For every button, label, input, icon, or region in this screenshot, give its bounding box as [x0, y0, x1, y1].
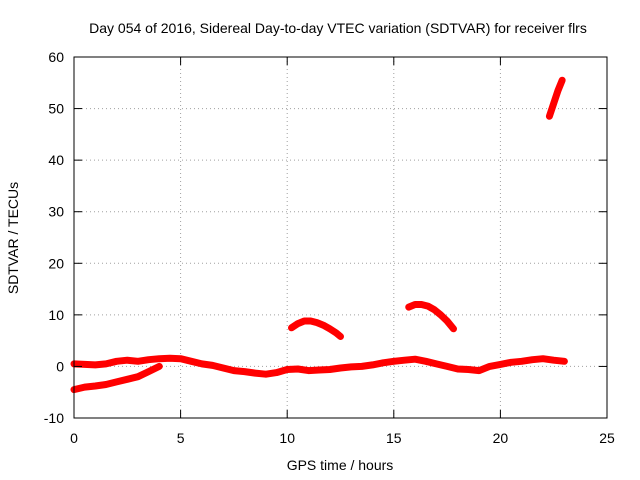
y-tick-label: 60	[48, 49, 64, 65]
x-axis-ticks: 0 5 10 15 20 25	[70, 57, 615, 446]
series-rise-22h	[545, 76, 566, 120]
y-tick-label: 40	[48, 152, 64, 168]
x-tick-label: 5	[177, 430, 185, 446]
plot-frame	[73, 56, 608, 419]
y-tick-label: 50	[48, 101, 64, 117]
y-tick-label: 0	[56, 358, 64, 374]
series-layer	[70, 76, 568, 394]
y-tick-label: 10	[48, 307, 64, 323]
series-early-dip	[70, 362, 163, 394]
y-tick-label: 20	[48, 255, 64, 271]
series-arc-16h	[405, 301, 457, 333]
series-main-band-upper	[70, 354, 568, 378]
y-tick-label: 30	[48, 204, 64, 220]
chart-title: Day 054 of 2016, Sidereal Day-to-day VTE…	[89, 20, 587, 36]
y-axis-label: SDTVAR / TECUs	[5, 182, 21, 294]
x-tick-label: 15	[386, 430, 402, 446]
y-tick-label: -10	[44, 410, 64, 426]
series-arc-11h	[288, 317, 344, 340]
x-axis-label: GPS time / hours	[287, 457, 394, 473]
x-tick-label: 0	[70, 430, 78, 446]
x-tick-label: 25	[599, 430, 615, 446]
grid-lines	[74, 57, 607, 418]
x-tick-label: 20	[493, 430, 509, 446]
x-tick-label: 10	[279, 430, 295, 446]
y-axis-ticks: -10 0 10 20 30 40 50 60	[44, 49, 607, 426]
